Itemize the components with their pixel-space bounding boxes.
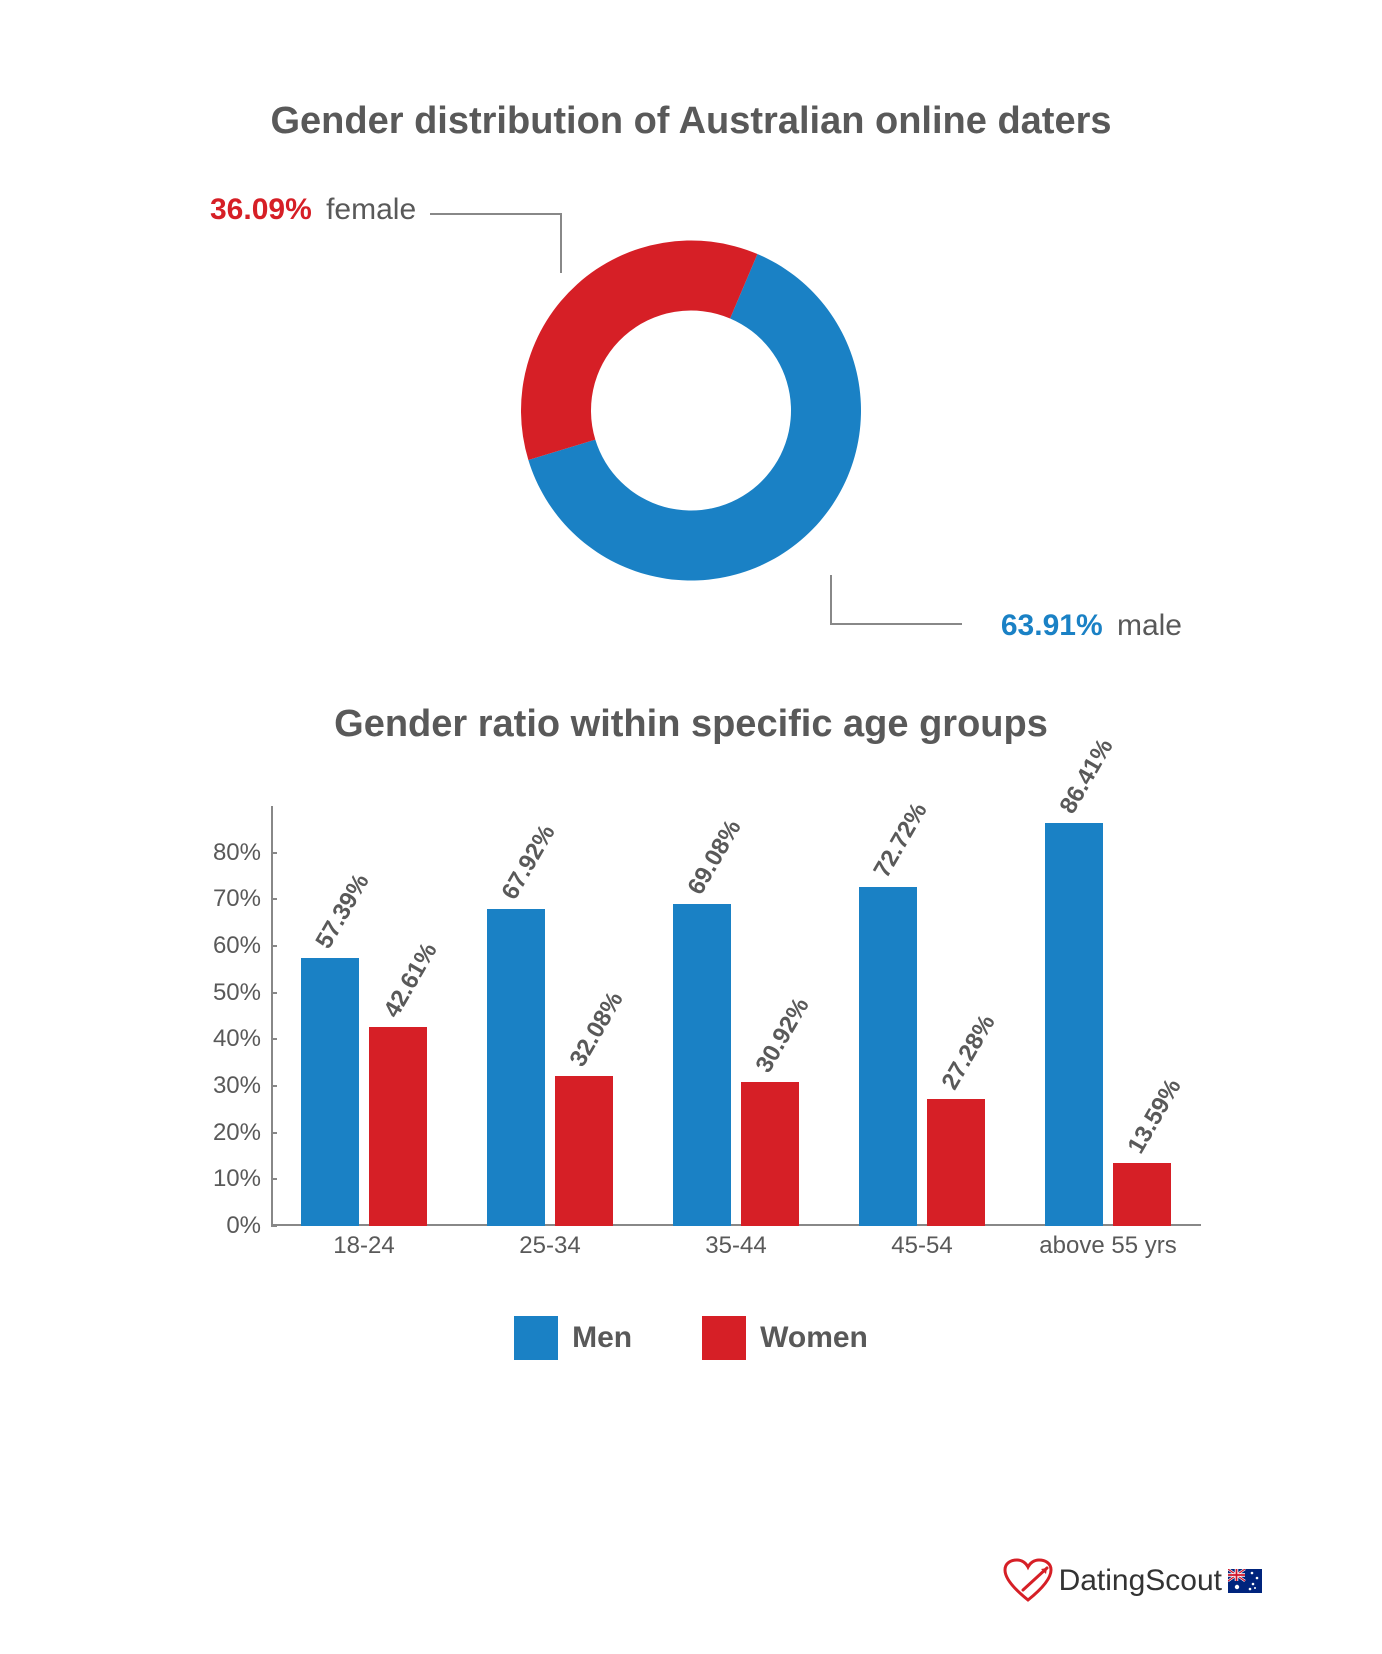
y-tick: 20% (213, 1119, 261, 1147)
bar-value-label: 13.59% (1122, 1074, 1187, 1158)
y-tick-mark (271, 1132, 277, 1134)
bar-women: 27.28% (927, 1099, 985, 1226)
donut-male-word: male (1117, 609, 1182, 642)
legend-swatch-women (702, 1316, 746, 1360)
bar-value-label: 42.61% (378, 938, 443, 1022)
bar-value-label: 69.08% (682, 815, 747, 899)
x-label: 18-24 (271, 1232, 457, 1260)
donut-title: Gender distribution of Australian online… (140, 100, 1242, 143)
donut-leader-female-v (560, 213, 562, 273)
bar-women: 30.92% (741, 1082, 799, 1226)
legend-label-men: Men (572, 1321, 632, 1355)
x-label: 45-54 (829, 1232, 1015, 1260)
donut-leader-male-v (830, 575, 832, 625)
y-tick: 60% (213, 932, 261, 960)
heart-icon (1003, 1558, 1053, 1604)
bar-value-label: 72.72% (868, 798, 933, 882)
donut-female-word: female (326, 193, 416, 226)
donut-male-pct: 63.91% (1001, 609, 1103, 642)
x-label: 35-44 (643, 1232, 829, 1260)
bar-men: 57.39% (301, 958, 359, 1226)
y-tick: 70% (213, 885, 261, 913)
bar-women: 32.08% (555, 1076, 613, 1226)
bar-men: 86.41% (1045, 823, 1103, 1226)
y-tick-mark (271, 898, 277, 900)
donut-leader-female-h (430, 213, 560, 215)
bar-women: 13.59% (1113, 1163, 1171, 1226)
footer-logo: DatingScout (1003, 1558, 1262, 1604)
bar-value-label: 27.28% (936, 1010, 1001, 1094)
legend-item-women: Women (702, 1316, 868, 1360)
y-axis: 0%10%20%30%40%50%60%70%80% (181, 806, 271, 1226)
bar-plot: 57.39%42.61%67.92%32.08%69.08%30.92%72.7… (271, 806, 1201, 1266)
legend-label-women: Women (760, 1321, 868, 1355)
bar-value-label: 57.39% (310, 869, 375, 953)
footer-brand: DatingScout (1059, 1564, 1222, 1598)
legend-item-men: Men (514, 1316, 632, 1360)
bar-women: 42.61% (369, 1027, 427, 1226)
bar-groups: 57.39%42.61%67.92%32.08%69.08%30.92%72.7… (271, 806, 1201, 1226)
bar-section: Gender ratio within specific age groups … (140, 703, 1242, 1360)
bar-value-label: 30.92% (750, 993, 815, 1077)
bar-group: 67.92%32.08% (457, 806, 643, 1226)
y-tick-mark (271, 1225, 277, 1227)
donut-leader-male-h (832, 623, 962, 625)
donut-label-female: 36.09% female (210, 193, 416, 227)
donut-label-male: 63.91% male (1001, 609, 1182, 643)
y-tick-mark (271, 852, 277, 854)
y-tick-mark (271, 1038, 277, 1040)
bar-men: 72.72% (859, 887, 917, 1226)
bar-group: 72.72%27.28% (829, 806, 1015, 1226)
bar-men: 69.08% (673, 904, 731, 1226)
y-tick-mark (271, 1085, 277, 1087)
donut-chart: 36.09% female 63.91% male (140, 183, 1242, 643)
donut-svg (521, 241, 861, 581)
bar-group: 57.39%42.61% (271, 806, 457, 1226)
x-label: above 55 yrs (1015, 1232, 1201, 1260)
x-labels: 18-2425-3435-4445-54above 55 yrs (271, 1232, 1201, 1260)
flag-icon (1228, 1569, 1262, 1593)
y-tick: 30% (213, 1072, 261, 1100)
legend-swatch-men (514, 1316, 558, 1360)
bar-value-label: 32.08% (564, 988, 629, 1072)
y-tick-mark (271, 992, 277, 994)
bar-group: 86.41%13.59% (1015, 806, 1201, 1226)
y-tick-mark (271, 1178, 277, 1180)
bar-chart: 0%10%20%30%40%50%60%70%80% 57.39%42.61%6… (181, 806, 1201, 1266)
bar-men: 67.92% (487, 909, 545, 1226)
y-tick: 50% (213, 979, 261, 1007)
y-tick: 0% (226, 1212, 261, 1240)
y-tick: 40% (213, 1025, 261, 1053)
donut-female-pct: 36.09% (210, 193, 312, 226)
bar-value-label: 86.41% (1054, 734, 1119, 818)
x-label: 25-34 (457, 1232, 643, 1260)
y-tick: 80% (213, 839, 261, 867)
donut-slice-female (521, 241, 757, 460)
donut-svg-wrap (521, 241, 861, 586)
bar-legend: Men Women (140, 1316, 1242, 1360)
y-tick: 10% (213, 1165, 261, 1193)
y-tick-mark (271, 945, 277, 947)
bar-title: Gender ratio within specific age groups (140, 703, 1242, 746)
bar-group: 69.08%30.92% (643, 806, 829, 1226)
bar-value-label: 67.92% (496, 820, 561, 904)
